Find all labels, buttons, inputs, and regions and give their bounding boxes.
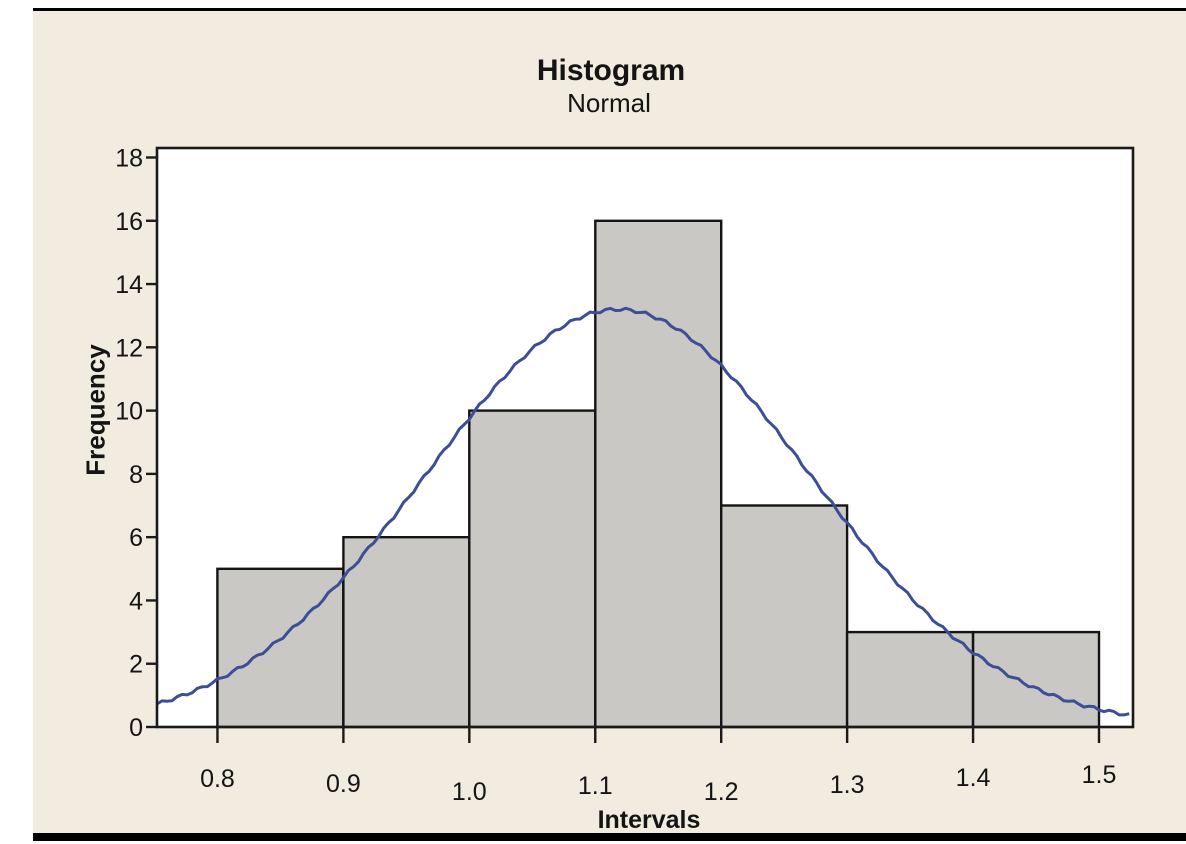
normal-fit-curve	[157, 306, 1130, 717]
x-tick-label: 1.5	[1082, 761, 1117, 789]
plot-frame	[155, 146, 1135, 729]
histogram-bar	[845, 630, 975, 729]
x-tick-label: 1.0	[452, 778, 487, 806]
x-axis-title: Intervals	[597, 806, 701, 834]
y-tick-label: 12	[115, 334, 143, 362]
y-tick-label: 16	[115, 208, 143, 236]
histogram-bar	[971, 630, 1101, 729]
x-tick-label: 0.9	[326, 770, 361, 798]
histogram-bar	[468, 409, 597, 729]
y-tick-label: 2	[129, 651, 143, 679]
y-tick-label: 14	[115, 271, 143, 299]
y-tick-label: 0	[129, 714, 143, 742]
y-axis-title: Frequency	[80, 344, 111, 476]
histogram-bar	[594, 219, 723, 729]
histogram-bar	[720, 504, 849, 729]
chart-subtitle: Normal	[567, 88, 651, 118]
x-tick-label: 1.1	[578, 772, 613, 800]
x-tick-label: 1.2	[704, 778, 739, 806]
y-tick-label: 8	[129, 461, 143, 489]
y-tick-label: 6	[129, 524, 143, 552]
y-tick-label: 10	[115, 398, 143, 426]
y-tick-label: 4	[129, 587, 143, 615]
chart-title: Histogram	[536, 54, 686, 87]
histogram-bar	[342, 536, 471, 729]
x-tick-label: 0.8	[200, 765, 235, 793]
x-tick-label: 1.4	[956, 764, 991, 792]
y-tick-label: 18	[115, 144, 143, 172]
histogram-bar	[216, 567, 345, 729]
x-tick-label: 1.3	[830, 771, 865, 799]
